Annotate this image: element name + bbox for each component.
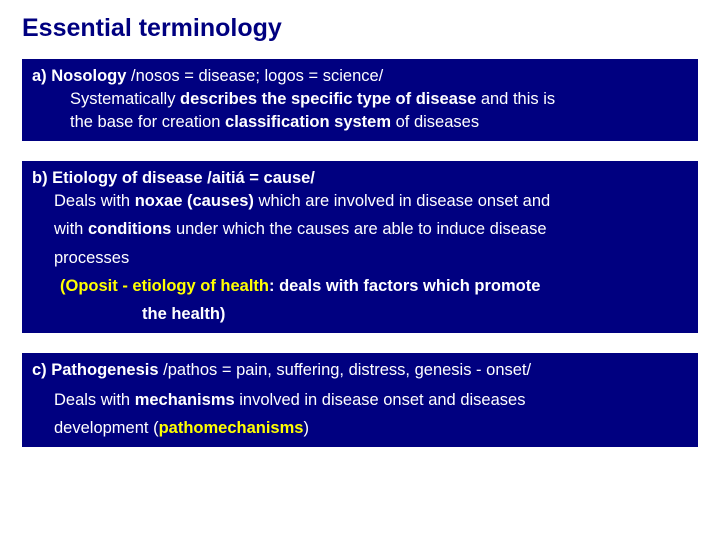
- box-a-line3: the base for creation classification sys…: [32, 111, 688, 133]
- box-pathogenesis: c) Pathogenesis /pathos = pain, sufferin…: [22, 353, 698, 447]
- box-b-line2: Deals with noxae (causes) which are invo…: [32, 190, 688, 212]
- box-b-oposit1: (Oposit - etiology of health: deals with…: [32, 275, 688, 297]
- box-a-heading: a) Nosology /nosos = disease; logos = sc…: [32, 65, 688, 87]
- page-title: Essential terminology: [22, 14, 698, 43]
- box-c-heading: c) Pathogenesis /pathos = pain, sufferin…: [32, 359, 688, 381]
- box-b-line4: processes: [32, 247, 688, 269]
- box-a-line2: Systematically describes the specific ty…: [32, 88, 688, 110]
- box-c-line3: development (pathomechanisms): [32, 417, 688, 439]
- box-b-oposit2: the health): [32, 303, 688, 325]
- box-nosology: a) Nosology /nosos = disease; logos = sc…: [22, 59, 698, 141]
- box-b-heading: b) Etiology of disease /aitiá = cause/: [32, 167, 688, 189]
- box-etiology: b) Etiology of disease /aitiá = cause/ D…: [22, 161, 698, 334]
- box-c-line2: Deals with mechanisms involved in diseas…: [32, 389, 688, 411]
- box-b-line3: with conditions under which the causes a…: [32, 218, 688, 240]
